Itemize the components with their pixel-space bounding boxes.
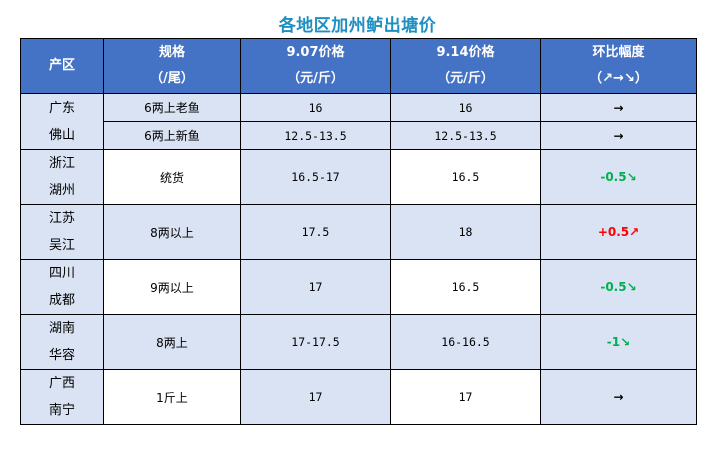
spec-cell: 1斤上 — [103, 369, 241, 425]
header-unit: （↗→↘） — [589, 71, 648, 86]
region-name: 江苏 — [48, 211, 75, 226]
change-cell: -0.5↘ — [540, 149, 697, 205]
region-name: 佛山 — [48, 127, 75, 143]
table-row: 江苏 吴江 8两以上 17.5 18 +0.5↗ — [20, 204, 697, 260]
region-name: 南宁 — [48, 403, 75, 418]
price-0907-cell: 16 — [240, 93, 391, 122]
table-row: 6两上新鱼 12.5-13.5 12.5-13.5 → — [21, 121, 697, 150]
header-label: 规格 — [158, 45, 185, 60]
header-row: 产区 规格 （/尾） 9.07价格 （元/斤） 9.14价格 （元/斤） 环比幅度 （↗→↘） — [20, 38, 697, 94]
table-row: 广西 南宁 1斤上 17 17 → — [20, 369, 697, 425]
price-0914-cell: 16-16.5 — [390, 314, 541, 370]
region-name: 湖州 — [48, 183, 75, 198]
price-0907-cell: 17-17.5 — [240, 314, 391, 370]
region-cell: 四川 成都 — [20, 259, 104, 315]
region-name: 浙江 — [48, 156, 75, 171]
change-flat-value: → — [613, 128, 624, 143]
spec-cell: 6两上新鱼 — [103, 121, 241, 150]
spec-cell: 6两上老鱼 — [103, 93, 241, 122]
change-up-value: +0.5↗ — [597, 225, 640, 239]
price-0907-cell: 17 — [240, 369, 391, 425]
change-cell: +0.5↗ — [540, 204, 697, 260]
spec-cell: 统货 — [103, 149, 241, 205]
header-region: 产区 — [20, 38, 104, 94]
change-cell: -0.5↘ — [540, 259, 697, 315]
change-cell: → — [540, 121, 697, 150]
region-name: 华容 — [48, 348, 75, 363]
price-0914-cell: 17 — [390, 369, 541, 425]
region-cell: 广西 南宁 — [20, 369, 104, 425]
change-cell: -1↘ — [540, 314, 697, 370]
table-row: 湖南 华容 8两上 17-17.5 16-16.5 -1↘ — [20, 314, 697, 370]
region-cell: 浙江 湖州 — [20, 149, 104, 205]
region-name: 广西 — [48, 376, 75, 391]
table-row: 广东 佛山 6两上老鱼 16 16 → — [20, 93, 697, 150]
table-row: 浙江 湖州 统货 16.5-17 16.5 -0.5↘ — [20, 149, 697, 205]
page-title: 各地区加州鲈出塘价 — [278, 16, 437, 36]
region-name: 广东 — [48, 100, 75, 116]
change-down-value: -0.5↘ — [600, 170, 637, 184]
price-0914-cell: 16.5 — [390, 149, 541, 205]
header-unit: （元/斤） — [287, 71, 344, 86]
price-0907-cell: 12.5-13.5 — [240, 121, 391, 150]
header-price-0914: 9.14价格 （元/斤） — [390, 38, 541, 94]
region-cell: 广东 佛山 — [20, 93, 104, 150]
price-0914-cell: 12.5-13.5 — [390, 121, 541, 150]
header-label: 9.07价格 — [286, 45, 345, 60]
price-0914-cell: 18 — [390, 204, 541, 260]
change-cell: → — [540, 93, 697, 122]
change-flat-value: → — [613, 100, 624, 115]
header-unit: （元/斤） — [437, 71, 494, 86]
price-0914-cell: 16.5 — [390, 259, 541, 315]
header-price-0907: 9.07价格 （元/斤） — [240, 38, 391, 94]
price-0907-cell: 17.5 — [240, 204, 391, 260]
header-unit: （/尾） — [150, 71, 194, 86]
region-name: 吴江 — [48, 238, 75, 253]
spec-cell: 9两以上 — [103, 259, 241, 315]
spec-cell: 8两以上 — [103, 204, 241, 260]
change-down-value: -0.5↘ — [600, 280, 637, 294]
region-name: 湖南 — [48, 321, 75, 336]
change-flat-value: → — [613, 390, 624, 404]
region-cell: 江苏 吴江 — [20, 204, 104, 260]
table-row: 四川 成都 9两以上 17 16.5 -0.5↘ — [20, 259, 697, 315]
price-0907-cell: 17 — [240, 259, 391, 315]
header-label: 环比幅度 — [592, 45, 645, 60]
region-name: 成都 — [48, 293, 75, 308]
region-cell: 湖南 华容 — [20, 314, 104, 370]
header-label: 产区 — [48, 58, 75, 73]
price-table: 产区 规格 （/尾） 9.07价格 （元/斤） 9.14价格 （元/斤） 环比幅度 （↗→↘） … — [20, 38, 697, 425]
region-name: 四川 — [48, 266, 75, 281]
change-down-value: -1↘ — [606, 335, 631, 349]
spec-cell: 8两上 — [103, 314, 241, 370]
change-cell: → — [540, 369, 697, 425]
header-spec: 规格 （/尾） — [103, 38, 241, 94]
price-0914-cell: 16 — [390, 93, 541, 122]
price-0907-cell: 16.5-17 — [240, 149, 391, 205]
header-change: 环比幅度 （↗→↘） — [540, 38, 697, 94]
header-label: 9.14价格 — [436, 45, 495, 60]
